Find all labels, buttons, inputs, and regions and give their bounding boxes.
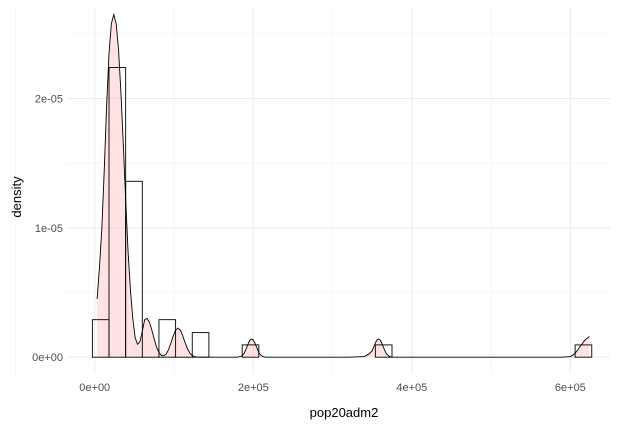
density-area: [97, 14, 590, 358]
histogram-bar: [241, 344, 260, 358]
x-tick-label: 4e+05: [396, 382, 427, 394]
x-tick-label: 2e+05: [238, 382, 269, 394]
major-gridlines: [67, 8, 610, 374]
y-tick-label: 0e+00: [32, 352, 63, 364]
y-axis-title: density: [9, 176, 24, 218]
x-tick-label: 0e+00: [79, 382, 110, 394]
y-tick-label: 2e-05: [35, 94, 63, 106]
x-axis-title: pop20adm2: [310, 405, 379, 420]
histogram-bar: [191, 332, 210, 358]
histogram-bar: [374, 344, 393, 358]
histogram-bars: [91, 67, 593, 358]
histogram-bar: [574, 344, 593, 358]
density-line-layer: [96, 12, 590, 358]
density-curve: [96, 12, 590, 358]
y-axis-tick-labels: 0e+00 1e-05 2e-05: [32, 94, 63, 365]
histogram-bar: [158, 319, 177, 358]
minor-gridlines: [15, 8, 610, 374]
x-axis-tick-labels: 0e+00 2e+05 4e+05 6e+05: [79, 382, 586, 394]
density-area-layer: [97, 14, 590, 358]
y-tick-label: 1e-05: [35, 223, 63, 235]
x-tick-label: 6e+05: [555, 382, 586, 394]
histogram-bar: [125, 180, 143, 358]
